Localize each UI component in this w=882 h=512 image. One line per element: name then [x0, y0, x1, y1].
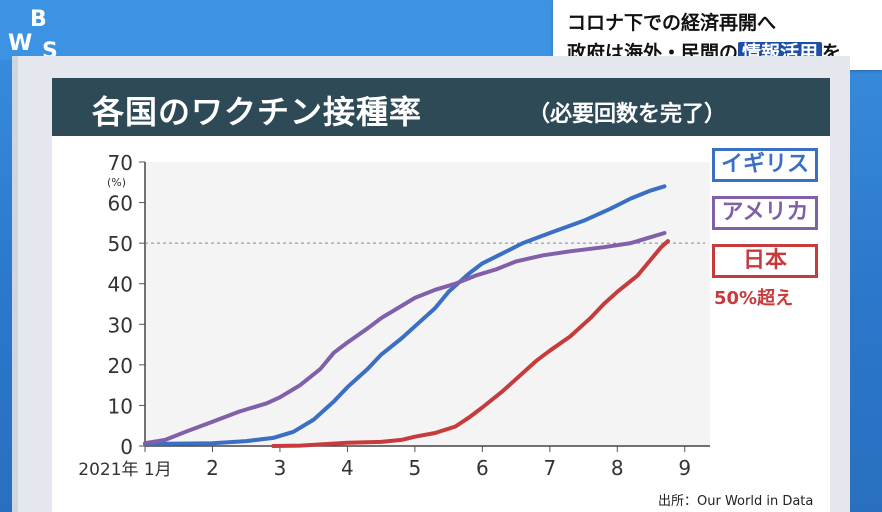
x-tick-label: 3 [274, 456, 287, 480]
x-tick-label: 7 [543, 456, 556, 480]
x-tick-label: 8 [611, 456, 624, 480]
legend-uk: イギリス [712, 148, 818, 182]
svg-text:W: W [8, 31, 32, 56]
data-source: 出所：Our World in Data [658, 494, 814, 509]
x-tick-label: 2 [206, 456, 219, 480]
x-tick-label: 9 [678, 456, 691, 480]
legend-usa-label: アメリカ [721, 200, 809, 225]
x-tick-label: 2021年 1月 [78, 460, 171, 480]
y-tick-label: 10 [108, 394, 133, 418]
y-tick-label: 20 [108, 354, 133, 378]
chart-title-bar [52, 78, 830, 136]
y-tick-label: 70 [108, 151, 133, 175]
japan-annotation: 50%超え [714, 288, 794, 309]
legend-usa: アメリカ [712, 196, 818, 230]
x-tick-label: 5 [409, 456, 422, 480]
series-line-japan [271, 239, 670, 448]
x-tick-label: 4 [341, 456, 354, 480]
y-tick-label: 40 [108, 273, 133, 297]
series-line-uk [143, 184, 667, 446]
y-tick-label: 50 [108, 232, 133, 256]
x-tick-label: 6 [476, 456, 489, 480]
y-tick-label: 0 [120, 435, 133, 459]
legend-japan-label: 日本 [742, 248, 787, 273]
svg-text:B: B [30, 7, 47, 32]
chart-title: 各国のワクチン接種率 [92, 93, 423, 131]
chart-subtitle: （必要回数を完了） [528, 102, 727, 127]
y-tick-label: 30 [108, 313, 133, 337]
headline-line-1: コロナ下での経済再開へ [567, 12, 777, 34]
legend-uk-label: イギリス [720, 152, 809, 177]
legend-japan: 日本 [712, 244, 818, 278]
series-line-usa [143, 231, 667, 446]
plot-area [145, 162, 710, 446]
y-tick-label: 60 [108, 192, 133, 216]
y-axis-unit: (%) [107, 176, 127, 189]
